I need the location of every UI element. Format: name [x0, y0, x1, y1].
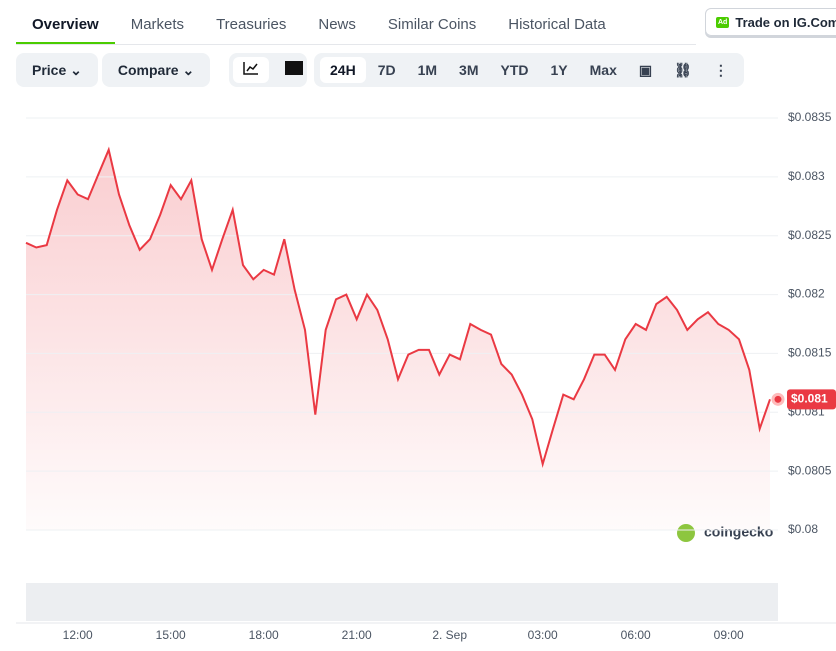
x-tick-label: 12:00: [63, 628, 93, 642]
ad-badge: Ad: [716, 16, 730, 28]
y-tick-label: $0.0815: [788, 346, 832, 360]
ad-text: Trade on IG.Com: [735, 14, 836, 30]
price-select[interactable]: Price ⌄: [16, 53, 98, 87]
icon-button[interactable]: ⋮: [713, 62, 728, 78]
x-tick-label: 06:00: [621, 628, 651, 642]
icon: [285, 61, 303, 75]
y-tick-label: $0.08: [788, 522, 818, 536]
area: [26, 149, 770, 531]
tab[interactable]: Markets: [130, 16, 185, 33]
x-tick-label: 03:00: [528, 628, 558, 642]
ad-button[interactable]: Ad Trade on IG.Com: [705, 8, 836, 36]
label: Compare: [117, 62, 179, 78]
tab[interactable]: Historical Data: [508, 16, 606, 33]
y-tick-label: $0.082: [788, 287, 825, 301]
label: Price: [32, 62, 67, 78]
tab[interactable]: Overview: [16, 0, 115, 44]
icon-button[interactable]: ▣: [638, 62, 653, 78]
range-button[interactable]: 3M: [459, 62, 479, 78]
range-button[interactable]: 24H: [320, 57, 366, 83]
line-chart-button[interactable]: [233, 57, 269, 83]
tab[interactable]: News: [318, 16, 356, 33]
tab-bar: Overview Markets Treasuries News Similar Coi…: [16, 0, 696, 45]
chart-style: [229, 53, 307, 87]
x-tick-label: 15:00: [156, 628, 186, 642]
watermark: coingecko: [704, 524, 773, 540]
y-tick-label: $0.083: [788, 169, 825, 183]
x-tick-label: 09:00: [714, 628, 744, 642]
volume-bars: [26, 583, 778, 621]
range-button[interactable]: Max: [589, 62, 617, 78]
range-button[interactable]: 7D: [377, 62, 396, 78]
logo: [677, 524, 695, 542]
current-dot: [771, 392, 785, 406]
compare-select[interactable]: Compare ⌄: [101, 53, 211, 87]
range-bar: 24H 7D 1M 3M YTD 1Y Max ▣ ⛓ ⋮: [314, 53, 744, 87]
x-tick-label: 18:00: [249, 628, 279, 642]
y-tick-label: $0.0805: [788, 463, 832, 477]
y-tick-label: $0.0825: [788, 228, 832, 242]
y-tick-label: $0.0835: [788, 110, 832, 124]
current-label-box: [787, 389, 836, 410]
tab[interactable]: Treasuries: [216, 16, 287, 33]
tv-button[interactable]: [275, 57, 313, 83]
selectors: Price ⌄ Compare ⌄: [16, 53, 211, 87]
icon-button[interactable]: ⛓: [674, 62, 692, 78]
range-button[interactable]: 1M: [417, 62, 438, 78]
range-button[interactable]: 1Y: [550, 62, 568, 78]
range-button[interactable]: YTD: [500, 62, 529, 78]
tab[interactable]: Similar Coins: [387, 16, 477, 33]
icon: [243, 62, 258, 75]
x-tick-label: 2. Sep: [432, 628, 467, 642]
current-label: $0.081: [791, 392, 828, 406]
price-line: [25, 146, 771, 469]
x-tick-label: 21:00: [342, 628, 372, 642]
